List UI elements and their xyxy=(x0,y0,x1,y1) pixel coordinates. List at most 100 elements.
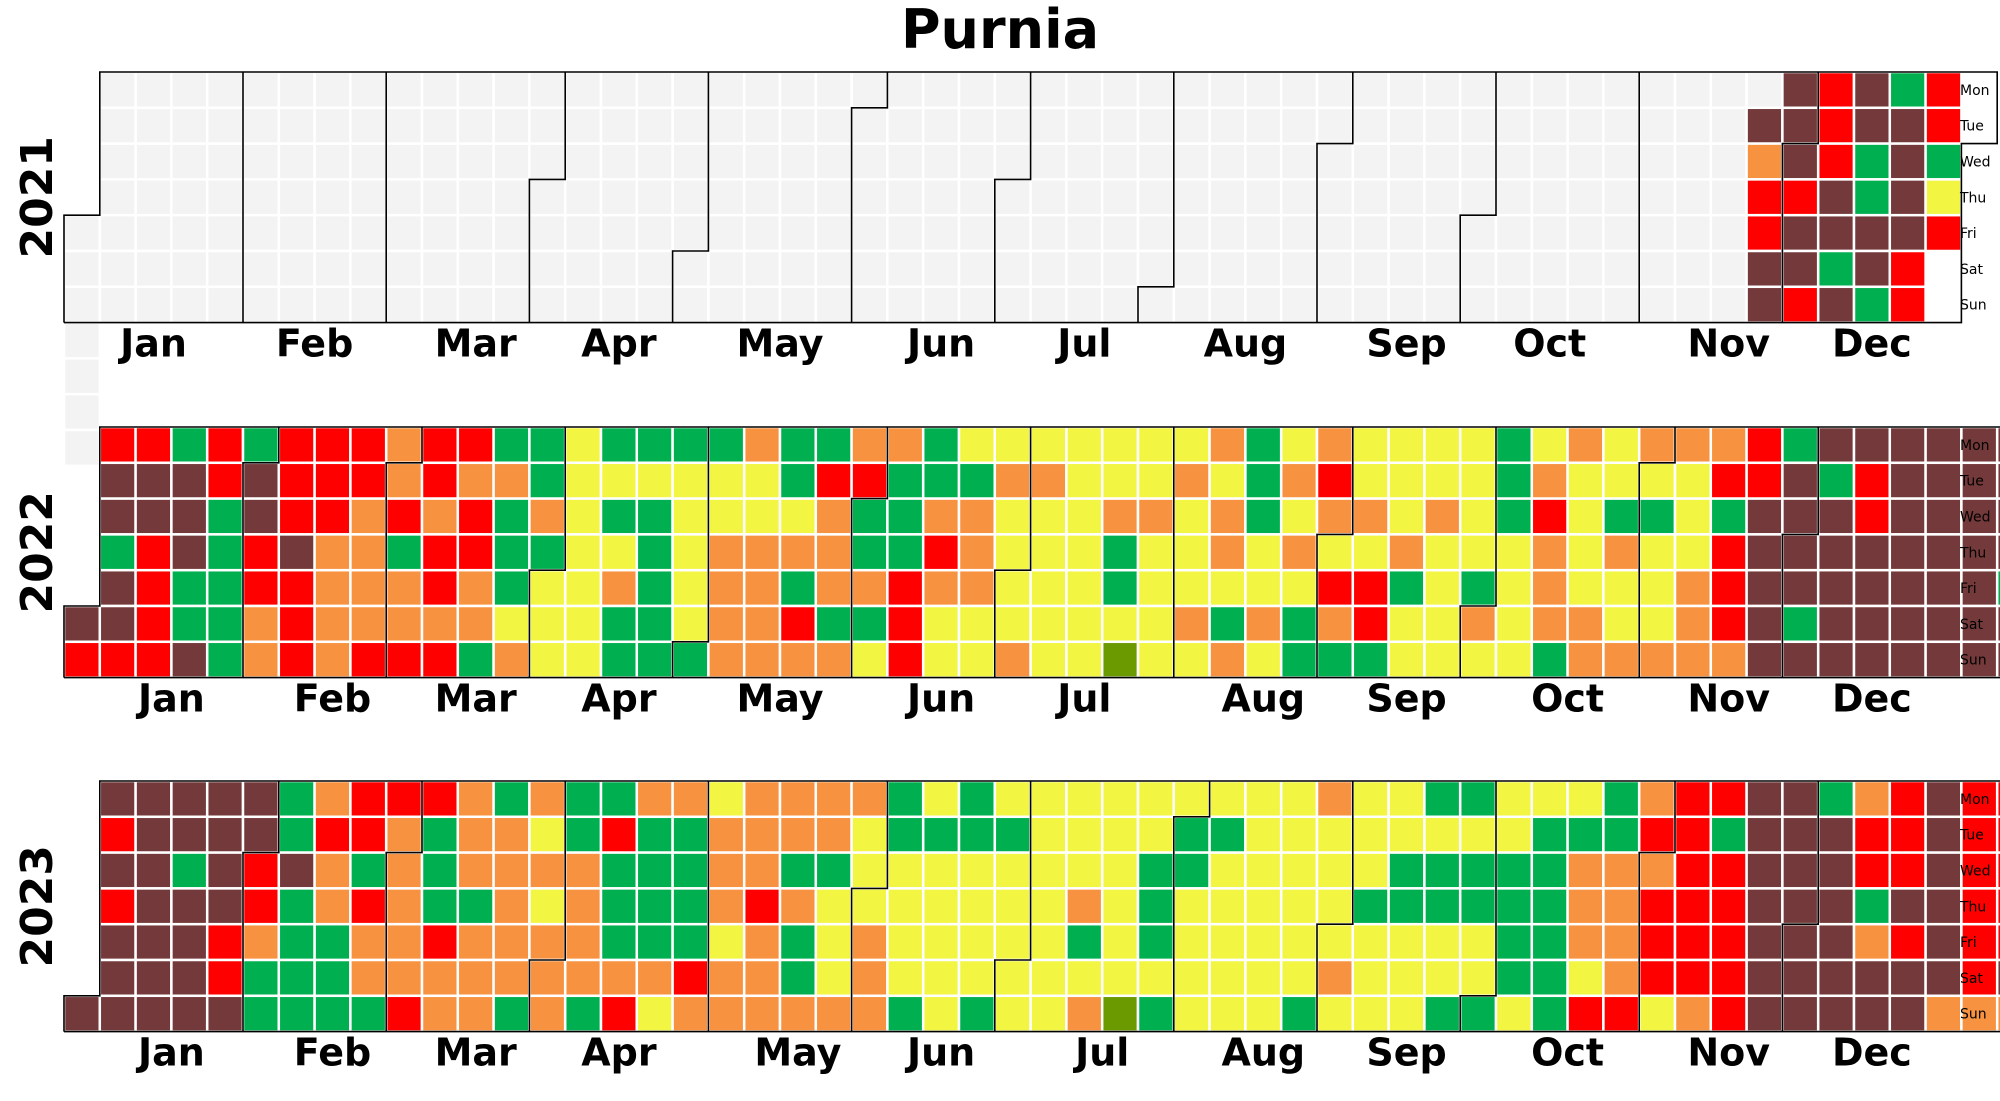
day-cell xyxy=(1100,887,1140,926)
day-cell xyxy=(886,461,925,500)
month-label: Oct xyxy=(1531,1031,1604,1075)
day-cell xyxy=(1387,533,1426,572)
day-cell xyxy=(277,604,316,644)
day-cell xyxy=(1781,249,1820,289)
day-cell xyxy=(1530,958,1569,998)
day-cell xyxy=(313,922,352,962)
month-label: Jun xyxy=(904,677,975,721)
day-cell xyxy=(1315,958,1355,998)
day-cell xyxy=(1673,887,1713,926)
day-cell xyxy=(1423,851,1462,890)
day-cell xyxy=(349,533,388,572)
day-cell xyxy=(778,604,818,644)
day-cell xyxy=(1852,178,1892,217)
day-cell xyxy=(1351,425,1390,465)
day-cell xyxy=(1781,285,1820,324)
day-cell xyxy=(1673,533,1713,572)
day-cell xyxy=(1029,497,1068,536)
day-cell xyxy=(1888,568,1927,608)
day-cell xyxy=(742,213,782,253)
day-cell xyxy=(1637,922,1677,962)
day-cell xyxy=(1315,640,1355,679)
day-cell xyxy=(707,958,746,998)
day-cell xyxy=(492,178,531,217)
day-cell xyxy=(563,70,603,110)
day-cell xyxy=(1387,640,1426,679)
day-cell xyxy=(1423,958,1462,998)
day-cell xyxy=(98,958,137,998)
day-cell xyxy=(528,461,567,500)
day-cell xyxy=(1458,568,1498,608)
day-cell xyxy=(563,533,603,572)
day-cell xyxy=(1709,779,1748,819)
day-cell xyxy=(62,249,102,289)
day-cell xyxy=(993,497,1032,536)
day-cell xyxy=(384,213,424,253)
day-cell xyxy=(742,178,782,217)
weekday-label: Sun xyxy=(1960,298,1987,314)
day-cell xyxy=(1530,533,1569,572)
day-cell xyxy=(1387,604,1426,644)
day-cell xyxy=(241,106,281,145)
day-cell xyxy=(205,779,245,819)
day-cell xyxy=(349,213,388,253)
years-layer: 2021 Mon Tue Wed Thu Fri Sat Sun Jan Feb Mar Apr May… xyxy=(12,70,2000,1075)
day-cell xyxy=(993,70,1032,110)
day-cell xyxy=(1494,106,1534,145)
day-cell xyxy=(814,958,853,998)
day-cell xyxy=(1136,958,1176,998)
day-cell xyxy=(1602,568,1641,608)
day-cell xyxy=(1709,142,1748,181)
day-cell xyxy=(277,568,316,608)
day-cell xyxy=(1637,640,1677,679)
month-boundary xyxy=(850,72,889,323)
day-cell xyxy=(349,604,388,644)
day-cell xyxy=(1172,815,1211,854)
day-cell xyxy=(1136,815,1176,854)
month-label: Feb xyxy=(276,322,353,366)
day-cell xyxy=(1351,922,1390,962)
day-cell xyxy=(563,568,603,608)
day-cell xyxy=(349,106,388,145)
day-cell xyxy=(1029,887,1068,926)
day-cell xyxy=(814,70,853,110)
day-cell xyxy=(1995,958,2000,998)
day-cell xyxy=(528,142,567,181)
day-cell xyxy=(1279,178,1319,217)
year-frame xyxy=(63,780,2000,1033)
day-cell xyxy=(1494,178,1534,217)
day-cell xyxy=(1100,213,1140,253)
day-cell xyxy=(814,106,853,145)
day-cell xyxy=(1029,249,1068,289)
year-label: 2022 xyxy=(12,491,63,613)
chart-title: Purnia xyxy=(901,0,1099,61)
day-cell xyxy=(528,70,567,110)
day-cell xyxy=(993,142,1032,181)
day-cell xyxy=(599,249,639,289)
day-cell xyxy=(1244,106,1283,145)
day-cell xyxy=(1637,887,1677,926)
day-cell xyxy=(1387,106,1426,145)
day-cell xyxy=(1387,425,1426,465)
day-cell xyxy=(599,640,639,679)
day-cell xyxy=(707,851,746,890)
day-cell xyxy=(62,640,102,679)
day-cell xyxy=(742,461,782,500)
day-cell xyxy=(456,779,495,819)
day-cell xyxy=(957,213,997,253)
day-cell xyxy=(349,640,388,679)
day-cell xyxy=(850,779,889,819)
day-cell xyxy=(1315,285,1355,324)
day-cell xyxy=(1781,851,1820,890)
day-cell xyxy=(456,568,495,608)
day-cell xyxy=(1673,425,1713,465)
day-cell xyxy=(1494,249,1534,289)
day-cell xyxy=(993,779,1032,819)
day-cell xyxy=(1029,568,1068,608)
day-cell xyxy=(1208,425,1247,465)
day-cell xyxy=(993,851,1032,890)
day-cell xyxy=(134,70,173,110)
day-cell xyxy=(1709,887,1748,926)
day-cell xyxy=(1602,533,1641,572)
day-cell xyxy=(1924,568,1963,608)
